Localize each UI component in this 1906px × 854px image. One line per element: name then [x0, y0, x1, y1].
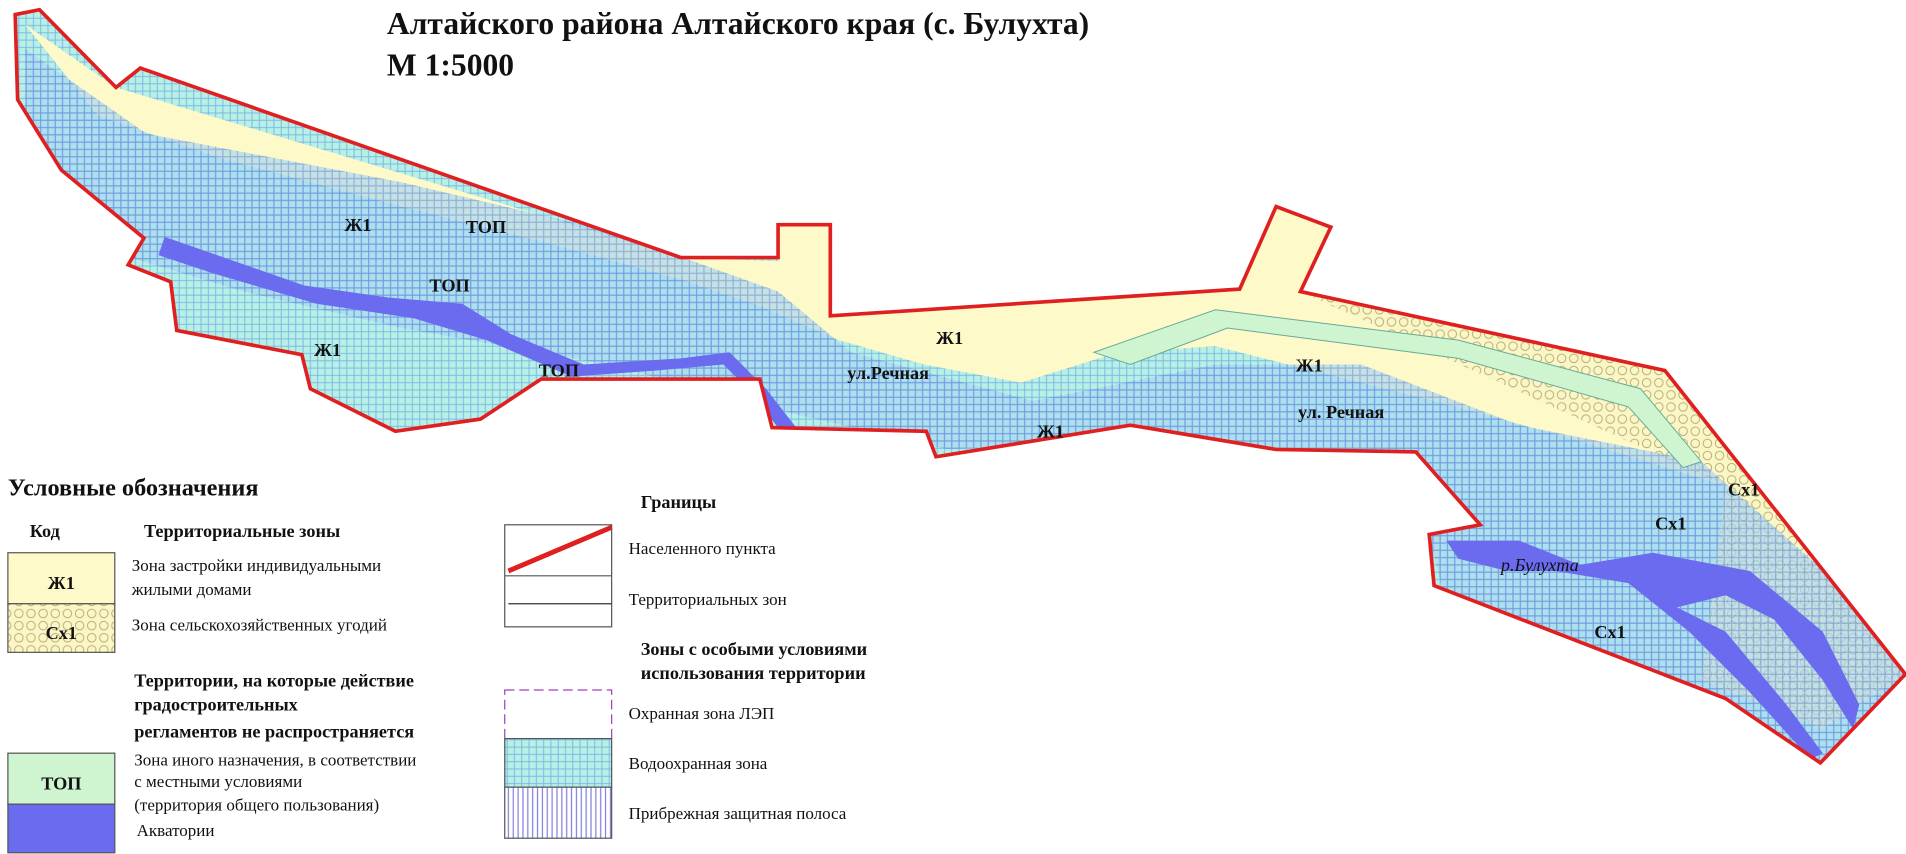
label: Зоны с особыми условиями: [641, 639, 868, 659]
label: Охранная зона ЛЭП: [629, 704, 775, 723]
label: ТОП: [41, 774, 81, 794]
label: Зона иного назначения, в соответствии: [134, 750, 416, 769]
map-label: Ж1: [344, 215, 371, 235]
map: Ж1 ТОП ТОП Ж1 ТОП Ж1 ул.Речная Ж1 Ж1 ул. Речная Сх…: [0, 0, 1906, 854]
label: с местными условиями: [134, 772, 302, 791]
label: Населенного пункта: [629, 539, 777, 558]
label: Зона сельскохозяйственных угодий: [132, 615, 387, 634]
label: Прибрежная защитная полоса: [629, 804, 847, 823]
label: Территориальных зон: [629, 590, 787, 609]
label: Водоохранная зона: [629, 754, 768, 773]
title: Алтайского района Алтайского края (с. Бу…: [387, 6, 1089, 41]
map-label: ул.Речная: [847, 363, 929, 383]
swatch: [505, 690, 612, 739]
swatch: [8, 804, 115, 853]
legend-title: Условные обозначения: [8, 475, 259, 502]
swatch: [505, 739, 612, 788]
label: жилыми домами: [131, 580, 252, 599]
map-label: Ж1: [1296, 356, 1323, 376]
legend: Условные обозначения Код Территориальные з…: [8, 475, 868, 853]
page: {"title":{"line1":"Алтайского района Алт…: [0, 0, 1906, 854]
map-label: Сх1: [1728, 480, 1759, 500]
label: Акватории: [137, 821, 215, 840]
label: Код: [30, 521, 61, 541]
map-label: Сх1: [1655, 514, 1686, 534]
label: использования территории: [641, 663, 866, 683]
label: градостроительных: [134, 695, 298, 715]
map-label: ТОП: [539, 361, 579, 381]
map-label: ул. Речная: [1298, 402, 1384, 422]
map-label: Сх1: [1594, 622, 1625, 642]
map-label: Ж1: [1037, 421, 1064, 441]
map-label: ТОП: [429, 276, 469, 296]
swatch: [505, 787, 612, 838]
map-label: Ж1: [936, 328, 963, 348]
map-label: ТОП: [466, 217, 506, 237]
label: Территории, на которые действие: [134, 670, 414, 690]
label: Границы: [641, 492, 716, 512]
label: Территориальные зоны: [144, 521, 340, 541]
scale: М 1:5000: [387, 47, 514, 82]
label: Ж1: [48, 573, 75, 593]
label: Сх1: [46, 623, 77, 643]
label: Зона застройки индивидуальными: [132, 556, 381, 575]
map-label: Ж1: [314, 340, 341, 360]
label: (территория общего пользования): [134, 795, 379, 814]
map-label: р.Булухта: [1499, 555, 1579, 575]
label: регламентов не распространяется: [134, 721, 414, 741]
